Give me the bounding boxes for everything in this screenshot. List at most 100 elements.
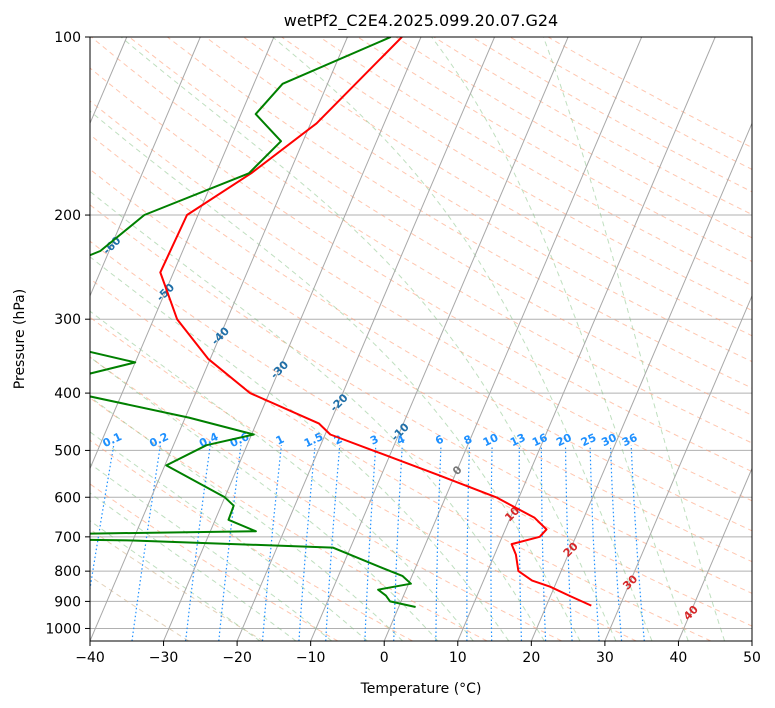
y-tick-label: 1000 [45, 621, 81, 637]
y-axis-label: Pressure (hPa) [12, 289, 28, 389]
isotherm-line [163, 37, 422, 641]
y-tick-label: 100 [54, 30, 81, 46]
x-axis-label: Temperature (°C) [360, 681, 482, 697]
mixing-ratio-lines [90, 445, 645, 641]
isotherm-line [90, 37, 201, 298]
moist-adiabat [120, 37, 617, 641]
isotherm-line [604, 294, 752, 641]
mixing-ratio-label: 25 [579, 431, 598, 449]
isotherm-label: 30 [620, 572, 640, 592]
mixing-ratio-label: 1 [274, 433, 286, 448]
moist-adiabat [90, 256, 510, 641]
mixing-ratio-label: 36 [620, 431, 640, 449]
isotherm-line [90, 37, 275, 470]
x-tick-label: −20 [222, 650, 252, 666]
isotherm-label: -40 [209, 324, 232, 347]
mixing-ratio-label: 1.5 [302, 430, 325, 450]
moist-adiabat [90, 463, 333, 641]
mixing-ratio-line [393, 445, 403, 641]
isotherm-label: -30 [268, 358, 291, 381]
moist-adiabat [90, 310, 474, 641]
y-tick-label: 500 [54, 443, 81, 459]
dry-adiabat [205, 37, 752, 363]
dry-adiabat [471, 37, 752, 193]
mixing-ratio-line [218, 445, 242, 641]
temperature-profile [159, 37, 592, 607]
dry-adiabat [547, 37, 752, 149]
dry-adiabat [167, 37, 752, 389]
mixing-ratio-line [261, 445, 282, 641]
moist-adiabat [431, 37, 689, 641]
isotherm-line [751, 639, 752, 641]
dry-adiabat [90, 240, 752, 627]
x-tick-label: 20 [522, 650, 540, 666]
x-tick-label: −30 [149, 650, 179, 666]
x-tick-label: 0 [380, 650, 389, 666]
y-tick-label: 300 [54, 312, 81, 328]
dry-adiabat [90, 67, 752, 473]
mixing-ratio-label: 3 [368, 433, 380, 448]
y-axis: 100 200 300 400 500 600 700 800 900 1000 [45, 30, 90, 637]
mixing-ratio-label: 0.1 [101, 430, 124, 450]
plot-frame [89, 36, 753, 642]
dry-adiabat [90, 134, 752, 532]
x-tick-label: 40 [670, 650, 688, 666]
moist-adiabat [90, 431, 368, 641]
dry-adiabat [319, 37, 752, 287]
isotherm-line [236, 37, 496, 641]
x-tick-label: 50 [743, 650, 761, 666]
mixing-ratio-line [131, 445, 161, 641]
moist-adiabat [90, 356, 439, 641]
mixing-ratio-line [490, 445, 493, 641]
mixing-ratio-label: 13 [508, 431, 527, 449]
y-tick-label: 400 [54, 386, 81, 402]
mixing-ratio-label: 10 [481, 431, 501, 449]
mixing-ratio-line [518, 445, 523, 641]
x-tick-label: −40 [75, 650, 105, 666]
moist-adiabat [90, 396, 403, 641]
dry-adiabat [90, 316, 637, 641]
mixing-ratio-label: 30 [599, 431, 619, 449]
isotherm-line [677, 467, 752, 641]
isotherm-label: -70 [49, 181, 72, 204]
mixing-ratio-line [609, 445, 623, 641]
x-tick-label: 10 [449, 650, 467, 666]
dry-adiabat [90, 278, 712, 641]
moist-adiabat [90, 190, 545, 641]
isotherm-label: -50 [154, 281, 177, 304]
dry-adiabat [90, 397, 488, 641]
plot-area: -100-90-80-70-60-50-40-30-20-10010203040… [0, 37, 752, 641]
x-tick-label: −10 [296, 650, 326, 666]
mixing-ratio-line [90, 445, 115, 593]
moist-adiabat [90, 520, 261, 641]
dewpoint-profile [90, 37, 416, 608]
moist-adiabats [90, 37, 726, 641]
dry-adiabat [90, 356, 562, 641]
dry-adiabat [509, 37, 752, 170]
pressure-grid [90, 37, 752, 629]
dry-adiabat [90, 439, 413, 641]
isotherm-label: -80 [0, 135, 19, 158]
y-tick-label: 200 [54, 208, 81, 224]
isotherms [90, 37, 752, 641]
dry-adiabat [90, 168, 752, 563]
x-axis: −40 −30 −20 −10 0 10 20 30 40 50 [75, 641, 761, 666]
chart-title: wetPf2_C2E4.2025.099.20.07.G24 [284, 11, 558, 31]
mixing-ratio-line [466, 445, 471, 641]
dry-adiabats [90, 37, 752, 641]
profiles [90, 37, 592, 608]
dry-adiabat [281, 37, 752, 312]
isotherm-label: -60 [100, 234, 123, 257]
y-tick-label: 600 [54, 490, 81, 506]
isotherm-label: 0 [450, 463, 465, 478]
y-tick-label: 700 [54, 530, 81, 546]
y-tick-label: 900 [54, 594, 81, 610]
moist-adiabat [90, 110, 581, 641]
mixing-ratio-line [589, 445, 600, 641]
isotherm-line [310, 37, 569, 641]
y-tick-label: 800 [54, 564, 81, 580]
mixing-ratio-label: 20 [554, 431, 574, 449]
dry-adiabat [243, 37, 752, 337]
dry-adiabat [90, 483, 339, 641]
